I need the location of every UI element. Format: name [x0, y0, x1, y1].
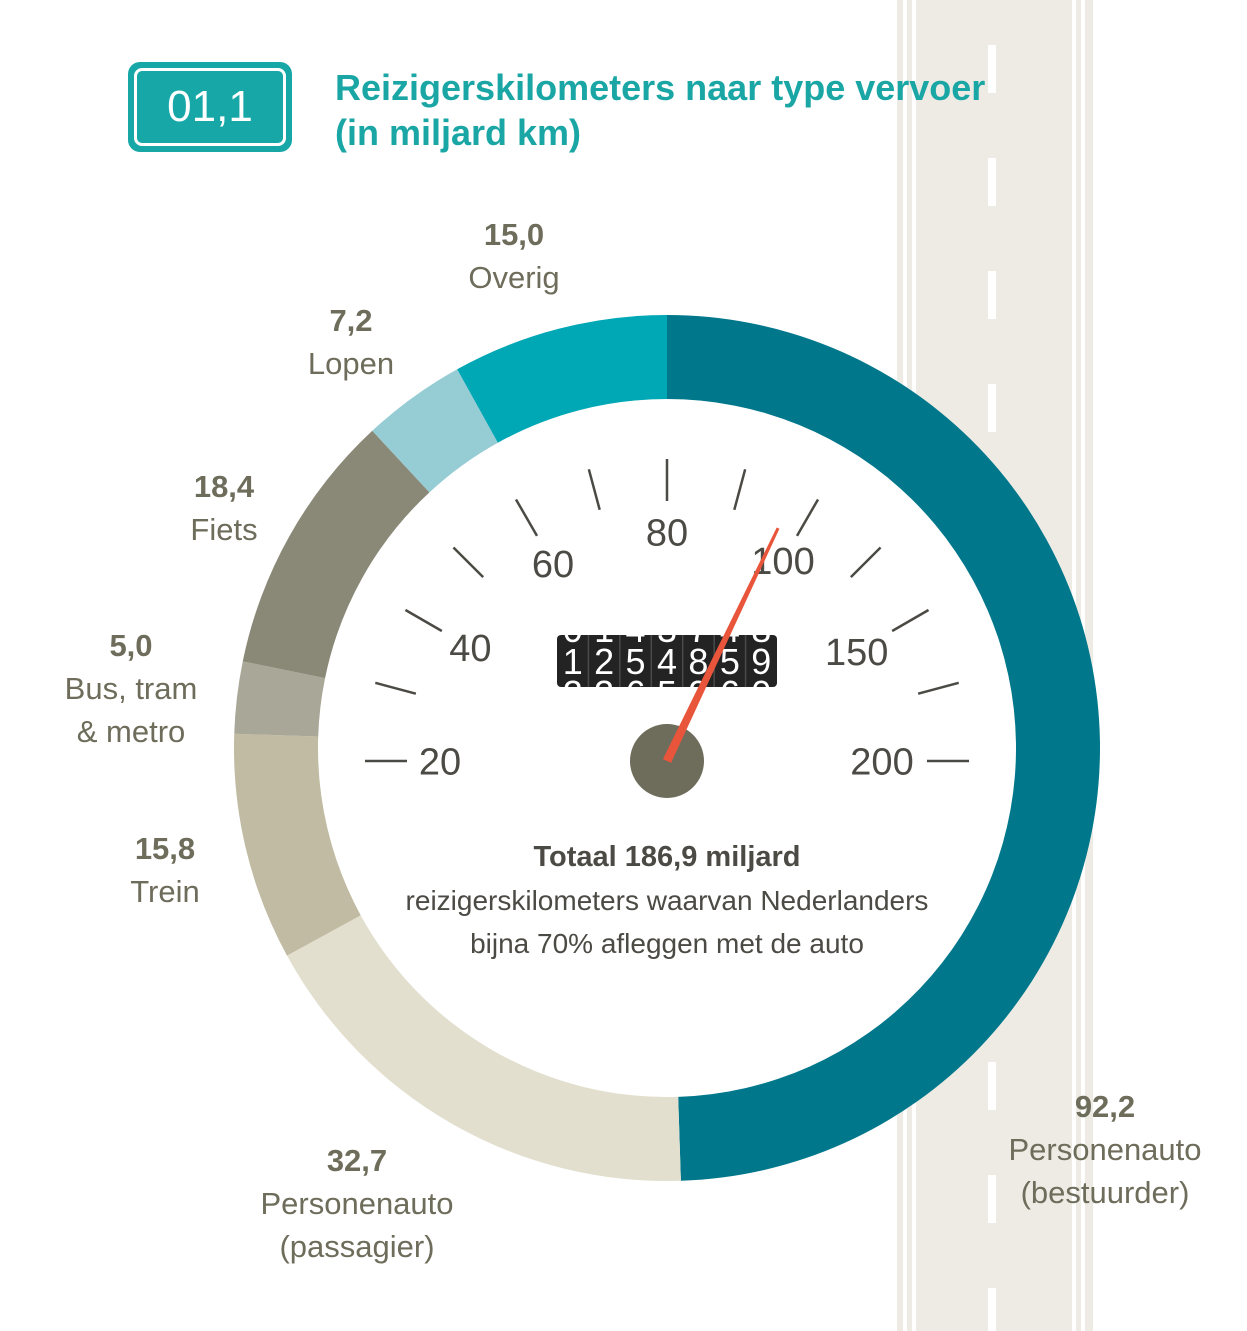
odometer-digit-below: 2: [563, 673, 583, 714]
slice-category-label: Bus, tram: [64, 671, 198, 706]
slice-category-label: Trein: [130, 874, 200, 909]
slice-category-label: & metro: [76, 714, 186, 749]
odometer-digit-below: 5: [657, 673, 677, 714]
slice-category-label: Lopen: [307, 346, 395, 381]
slice-label-bus-tram-metro: 5,0 Bus, tram & metro: [65, 624, 198, 753]
slice-category-label: Personenauto: [260, 1186, 454, 1221]
summary-text: Totaal 186,9 miljard reizigerskilometers…: [367, 836, 967, 965]
gauge-tick: [374, 681, 417, 695]
odometer-digit-below: 6: [626, 673, 646, 714]
slice-category-label: Fiets: [190, 512, 258, 547]
slice-value-label: 92,2: [1074, 1089, 1136, 1124]
gauge-tick: [733, 468, 747, 511]
slice-personenauto-passagier: [287, 915, 681, 1181]
slice-value-label: 15,8: [134, 831, 196, 866]
slice-label-personenauto-passagier: 32,7 Personenauto (passagier): [260, 1139, 453, 1268]
slice-value-label: 32,7: [326, 1143, 388, 1178]
gauge-tick: [891, 608, 930, 633]
odometer-digit: 2: [594, 641, 614, 682]
donut-slices: [234, 315, 1100, 1181]
gauge-tick-label: 60: [532, 544, 574, 586]
slice-label-trein: 15,8 Trein: [130, 827, 199, 913]
slice-value-label: 15,0: [483, 217, 545, 252]
chapter-number: 01,1: [134, 68, 286, 146]
slice-category-label: Personenauto: [1008, 1132, 1202, 1167]
slice-trein: [234, 733, 361, 956]
odometer-digit-above: 8: [751, 609, 771, 650]
gauge-tick: [452, 546, 485, 579]
slice-category-label: (passagier): [279, 1229, 435, 1264]
odometer-digit-above: 0: [563, 609, 583, 650]
gauge-tick-label: 20: [419, 742, 461, 784]
slice-personenauto-bestuurder: [667, 315, 1100, 1181]
gauge-tick: [849, 546, 882, 579]
chart-title-line: Reizigerskilometers naar type vervoer: [335, 67, 986, 108]
chart-title: Reizigerskilometers naar type vervoer (i…: [335, 65, 985, 155]
slice-fiets: [242, 430, 430, 679]
slice-category-label: Overig: [468, 260, 560, 295]
odometer-digit: 1: [563, 641, 583, 682]
gauge-tick: [514, 498, 539, 537]
gauge-needle: [662, 527, 780, 763]
odometer-digit-above: 4: [626, 609, 646, 650]
slice-label-overig: 15,0 Overig: [468, 213, 559, 299]
odometer-digit: 5: [720, 641, 740, 682]
odometer-digits: 012123456345789456890: [563, 609, 772, 714]
slice-label-fiets: 18,4 Fiets: [190, 465, 257, 551]
odometer-digit: 8: [688, 641, 708, 682]
gauge-tick: [917, 681, 960, 695]
odometer-digit-below: 6: [720, 673, 740, 714]
chart-subtitle-line: (in miljard km): [335, 112, 582, 153]
slice-category-label: (bestuurder): [1020, 1175, 1190, 1210]
odometer-digit-below: 3: [594, 673, 614, 714]
gauge-tick: [587, 468, 601, 511]
odometer-digit-above: 1: [594, 609, 614, 650]
odometer-digit: 4: [657, 641, 677, 682]
gauge-tick: [795, 498, 820, 537]
slice-bus-tram-metro: [234, 661, 326, 737]
chapter-badge: 01,1: [128, 62, 292, 152]
gauge-ticks: [365, 459, 969, 763]
slice-label-lopen: 7,2 Lopen: [308, 299, 394, 385]
gauge-tick: [404, 608, 443, 633]
summary-line: reizigerskilometers waarvan Nederlanders: [405, 885, 929, 916]
gauge-tick-label: 40: [449, 628, 491, 670]
summary-line: bijna 70% afleggen met de auto: [470, 928, 864, 959]
slice-value-label: 5,0: [109, 628, 153, 663]
slice-value-label: 7,2: [329, 303, 373, 338]
slice-label-personenauto-bestuurder: 92,2 Personenauto (bestuurder): [1008, 1085, 1201, 1214]
odometer-digit-below: 0: [751, 673, 771, 714]
gauge-tick-label: 150: [825, 632, 888, 674]
odometer-digit-above: 7: [688, 609, 708, 650]
summary-total: Totaal 186,9 miljard: [533, 841, 801, 873]
slice-overig: [457, 315, 667, 443]
odometer-digit-above: 3: [657, 609, 677, 650]
slice-lopen: [372, 369, 498, 493]
odometer-digit: 5: [626, 641, 646, 682]
odometer-digit: 9: [751, 641, 771, 682]
slice-value-label: 18,4: [193, 469, 255, 504]
gauge-tick-label: 80: [646, 513, 688, 555]
gauge-tick-label: 200: [850, 742, 913, 784]
